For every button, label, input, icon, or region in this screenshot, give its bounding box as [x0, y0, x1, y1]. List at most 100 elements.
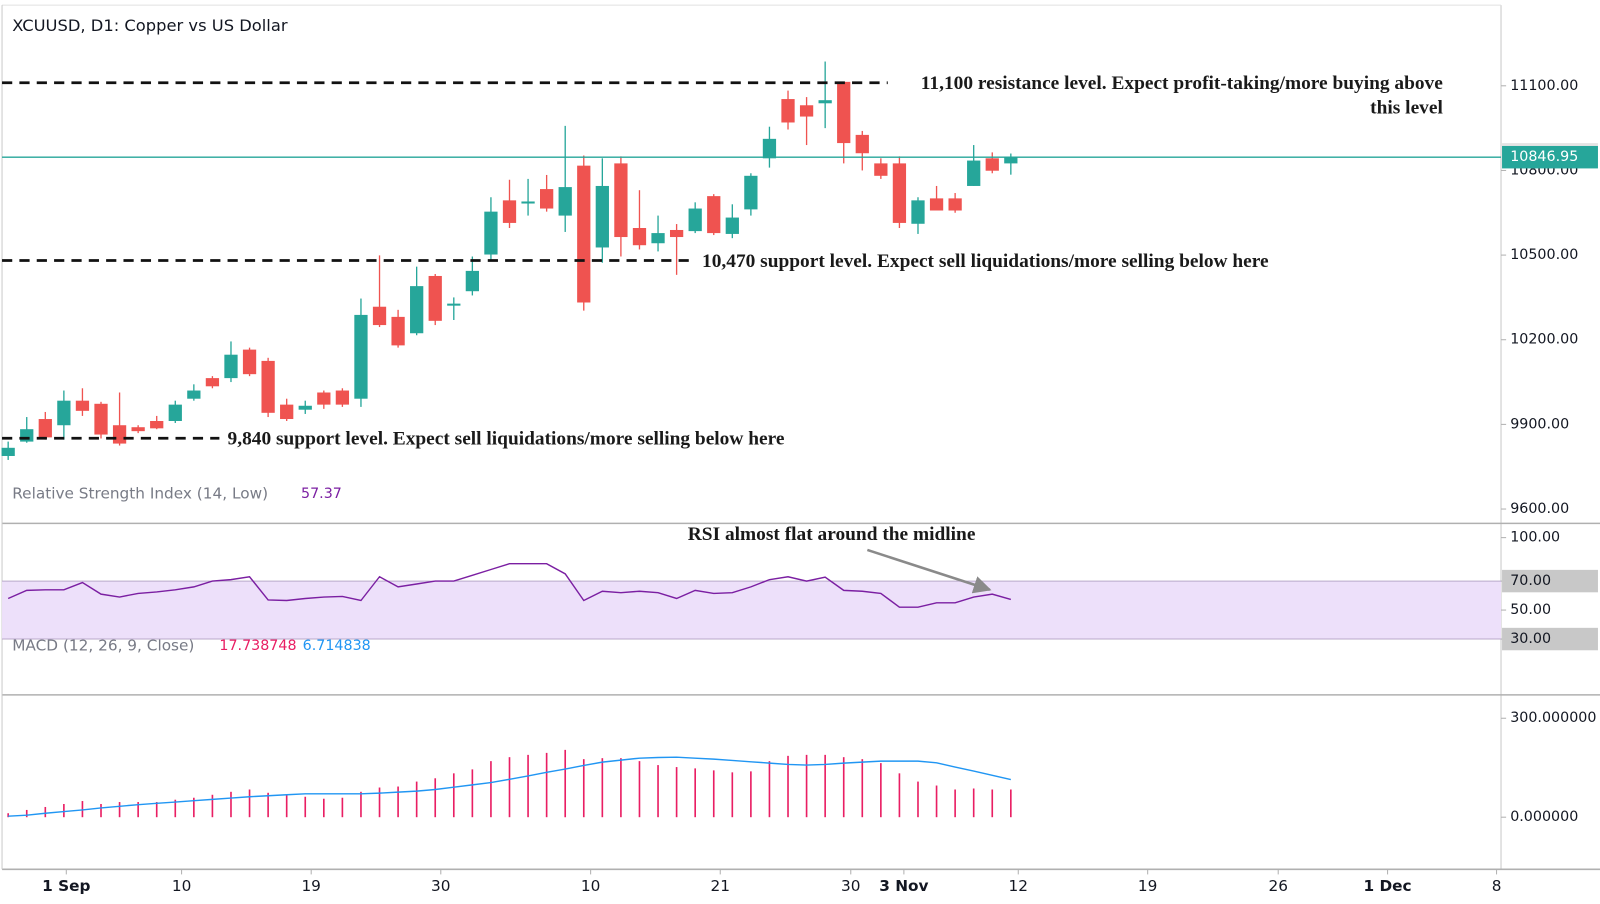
current-price-box — [1502, 145, 1598, 169]
candle-body — [205, 378, 220, 387]
candle-body — [892, 163, 907, 223]
macd-legend: MACD (12, 26, 9, Close) — [12, 636, 194, 654]
x-tick-label: 10 — [172, 877, 191, 895]
rsi-line — [7, 562, 1012, 608]
candle-body — [651, 233, 665, 244]
candle-body — [484, 211, 498, 255]
x-tick-label: 10 — [581, 877, 600, 895]
candle-body — [632, 228, 647, 246]
candle-body — [799, 105, 814, 117]
candle-body — [540, 189, 554, 209]
rsi-band — [2, 581, 1502, 640]
x-tick-label: 12 — [1009, 877, 1028, 895]
y-tick-label: 50.00 — [1510, 602, 1551, 618]
candle-body — [688, 208, 702, 232]
x-tick-label: 19 — [301, 877, 320, 895]
candle-body — [985, 158, 999, 171]
y-tick-label: 30.00 — [1510, 631, 1551, 647]
candle-body — [428, 275, 442, 321]
candle-body — [855, 134, 869, 154]
candle-body — [577, 165, 591, 303]
y-tick-label: 9900.00 — [1510, 416, 1569, 432]
y-tick-label: 10500.00 — [1510, 247, 1578, 263]
candle-body — [781, 99, 795, 123]
candle-body — [242, 349, 257, 375]
candle-body — [818, 100, 832, 104]
candle-body — [261, 360, 275, 413]
annotation-text: this level — [1370, 98, 1443, 119]
candle-body — [707, 196, 721, 234]
x-tick-label: 21 — [711, 877, 730, 895]
candle-body — [948, 198, 962, 211]
candle-body — [929, 198, 944, 211]
rsi-annotation-arrow — [866, 548, 992, 594]
x-tick-label: 30 — [841, 877, 860, 895]
x-tick-label: 19 — [1138, 877, 1157, 895]
y-tick-label: 11100.00 — [1510, 78, 1578, 94]
candle-body — [614, 163, 628, 238]
candle-body — [112, 425, 127, 444]
candle-body — [187, 390, 201, 399]
candle-body — [911, 200, 925, 224]
candle-body — [744, 175, 758, 210]
candle-body — [1004, 157, 1018, 164]
candle-body — [1, 447, 15, 456]
y-tick-label: 9600.00 — [1510, 501, 1569, 517]
y-tick-label: 300.000000 — [1510, 710, 1596, 726]
candle-body — [38, 419, 52, 438]
candle-body — [967, 160, 981, 186]
candle-body — [837, 81, 851, 144]
candle-body — [874, 163, 888, 176]
y-tick-label: 0.000000 — [1510, 809, 1578, 825]
candle-body — [280, 404, 294, 420]
annotation-text: 10,470 support level. Expect sell liquid… — [702, 251, 1269, 272]
candle-body — [57, 400, 71, 426]
rsi-legend-value: 57.37 — [301, 486, 342, 502]
candle-body — [298, 405, 312, 410]
candle-body — [317, 392, 331, 405]
candle-body — [447, 303, 461, 306]
candle-body — [20, 429, 34, 442]
candle-body — [354, 314, 368, 399]
candle-body — [131, 427, 145, 432]
candle-body — [669, 229, 684, 238]
macd-legend-value: 17.738748 — [219, 638, 296, 654]
chart-title: XCUUSD, D1: Copper vs US Dollar — [12, 16, 288, 35]
x-tick-label: 1 Dec — [1364, 877, 1412, 895]
candle-body — [335, 390, 350, 405]
y-tick-label: 100.00 — [1510, 530, 1560, 546]
candle-body — [150, 420, 164, 429]
candle-body — [410, 286, 424, 334]
rsi-annotation: RSI almost flat around the midline — [688, 524, 976, 545]
candle-body — [372, 306, 387, 326]
annotation-text: 9,840 support level. Expect sell liquida… — [228, 429, 785, 450]
y-tick-label: 10200.00 — [1510, 332, 1578, 348]
rsi-legend: Relative Strength Index (14, Low) — [12, 484, 268, 502]
candle-body — [465, 270, 479, 292]
candle-body — [168, 404, 182, 421]
macd-legend-value: 6.714838 — [303, 638, 371, 654]
candle-body — [94, 403, 108, 435]
x-tick-label: 3 Nov — [879, 877, 928, 895]
x-tick-label: 1 Sep — [42, 877, 90, 895]
candle-body — [725, 217, 739, 234]
y-tick-highlight — [1502, 627, 1598, 651]
y-tick-label: 70.00 — [1510, 573, 1551, 589]
macd-line — [8, 756, 1011, 817]
candle-body — [502, 200, 517, 223]
x-tick-label: 30 — [431, 877, 450, 895]
y-tick-highlight — [1502, 569, 1598, 593]
candle-body — [595, 185, 609, 248]
candle-body — [75, 400, 90, 411]
candle-body — [762, 138, 777, 159]
current-price-label: 10846.95 — [1510, 149, 1578, 165]
candle-body — [521, 201, 535, 204]
x-tick-label: 26 — [1268, 877, 1287, 895]
x-tick-label: 8 — [1492, 877, 1502, 895]
candle-body — [558, 187, 572, 216]
candle-body — [224, 354, 238, 379]
annotation-text: 11,100 resistance level. Expect profit-t… — [921, 73, 1443, 94]
